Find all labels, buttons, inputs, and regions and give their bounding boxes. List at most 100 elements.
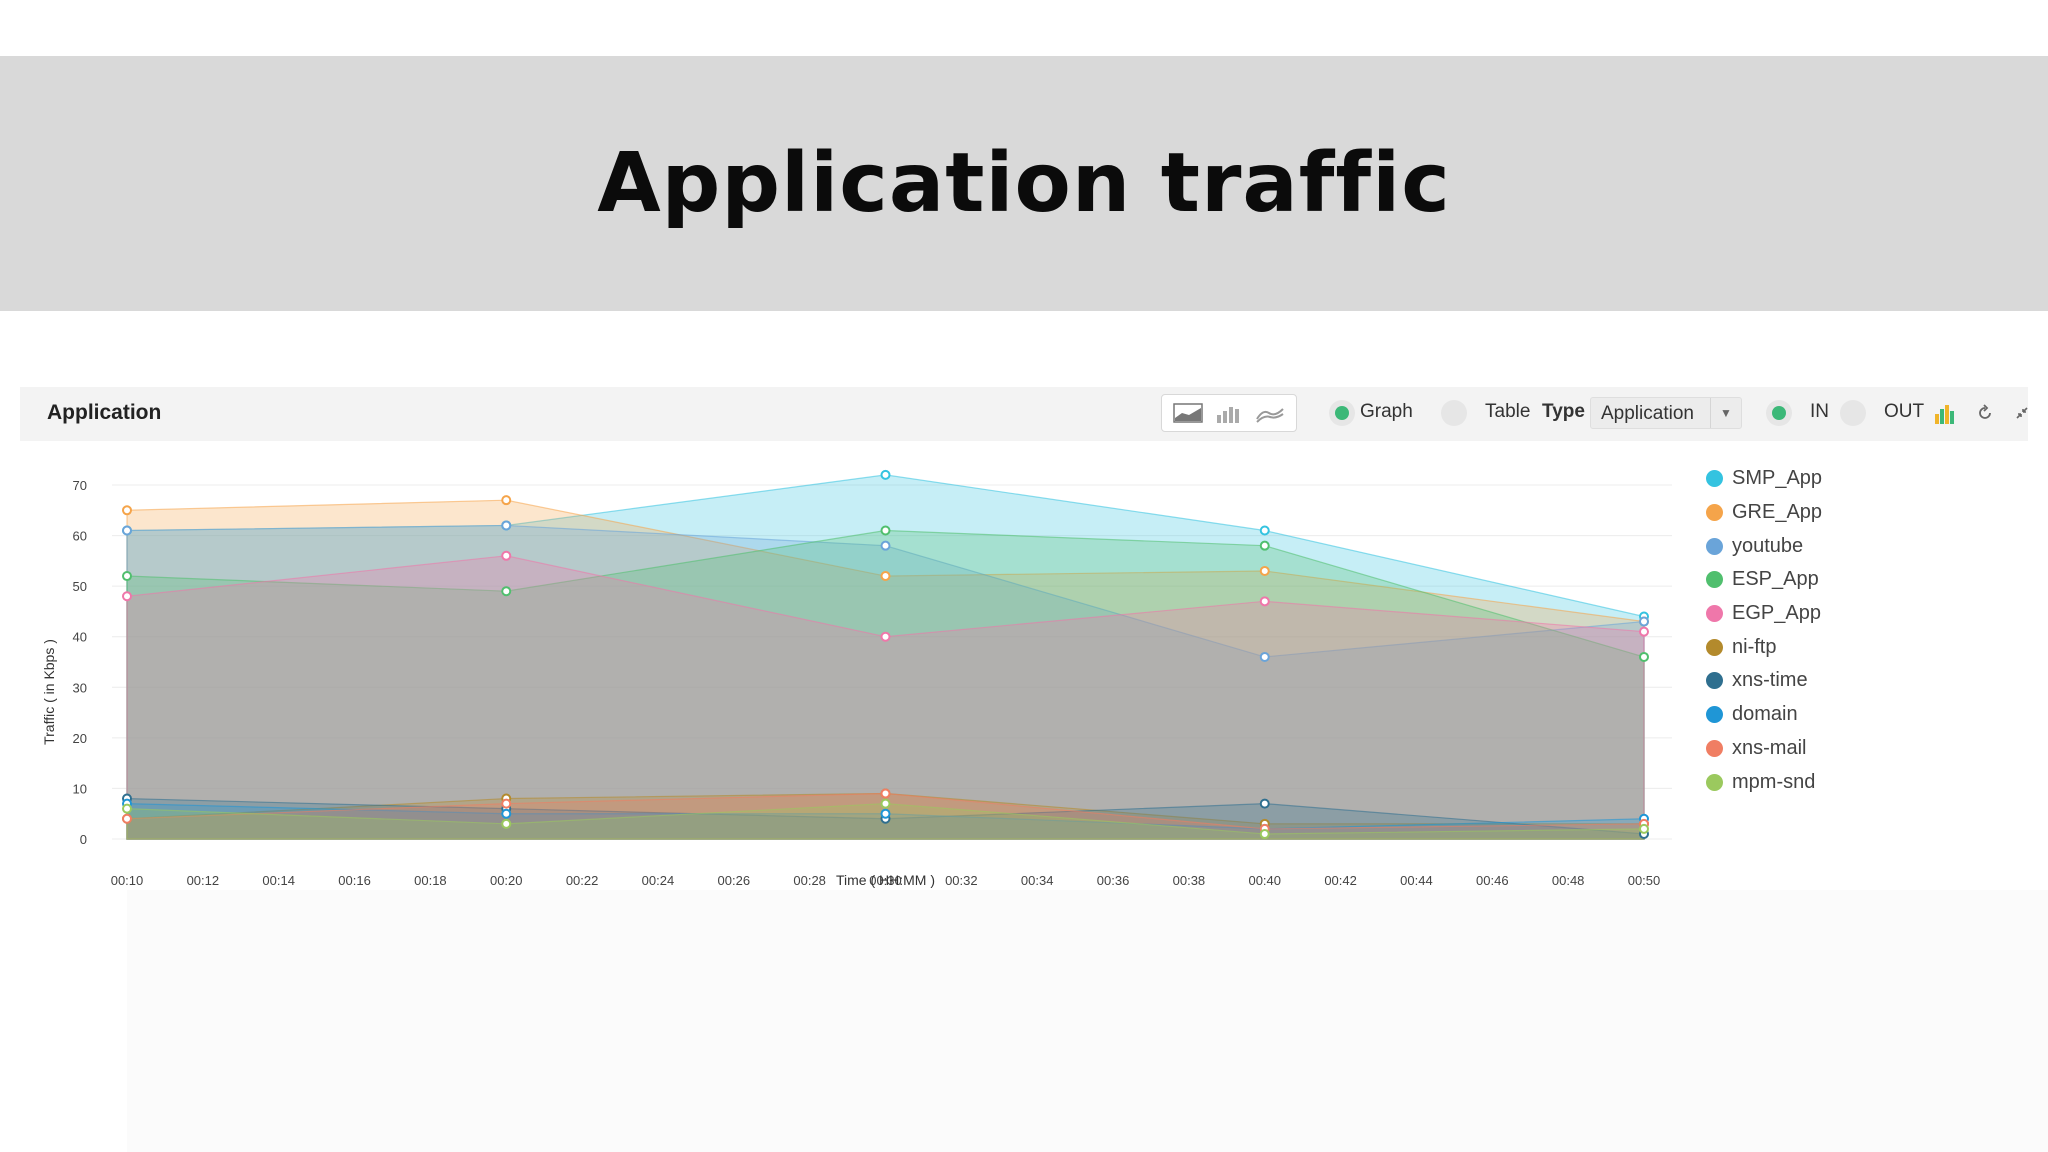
x-tick-label: 00:30	[869, 873, 902, 888]
data-point-EGP_App-00:20[interactable]	[501, 550, 512, 561]
data-point-SMP_App-00:40[interactable]	[1259, 525, 1270, 536]
x-tick-label: 00:36	[1097, 873, 1130, 888]
bar-chart-icon[interactable]	[1212, 401, 1246, 425]
data-point-youtube-00:20[interactable]	[501, 520, 512, 531]
line-chart-icon[interactable]	[1253, 401, 1287, 425]
y-tick-label: 0	[80, 832, 87, 847]
y-tick-label: 20	[73, 731, 87, 746]
table-radio[interactable]	[1441, 400, 1467, 426]
data-point-mpm-snd-00:50[interactable]	[1639, 823, 1649, 834]
data-point-EGP_App-00:10[interactable]	[122, 591, 132, 602]
data-point-mpm-snd-00:30[interactable]	[880, 798, 891, 809]
panel-title: Application	[47, 401, 162, 424]
in-label: IN	[1810, 401, 1829, 422]
data-point-xns-mail-00:10[interactable]	[122, 813, 132, 824]
legend-item-xns-mail[interactable]: xns-mail	[1706, 732, 1822, 766]
legend-swatch	[1706, 706, 1723, 724]
x-tick-label: 00:48	[1552, 873, 1585, 888]
legend-swatch	[1706, 739, 1723, 757]
legend-label: mpm-snd	[1732, 770, 1816, 793]
refresh-icon[interactable]	[1973, 401, 1997, 425]
legend-swatch	[1706, 672, 1723, 690]
data-point-GRE_App-00:20[interactable]	[501, 495, 512, 506]
x-tick-label: 00:24	[642, 873, 675, 888]
data-point-ESP_App-00:40[interactable]	[1259, 540, 1270, 551]
y-axis-ticks: 0 10 20 30 40 50 60 70	[73, 478, 87, 847]
data-point-youtube-00:40[interactable]	[1259, 651, 1270, 662]
legend-item-SMP_App[interactable]: SMP_App	[1706, 462, 1822, 496]
graph-radio[interactable]	[1329, 400, 1355, 426]
x-tick-label: 00:32	[945, 873, 978, 888]
data-point-xns-time-00:40[interactable]	[1259, 798, 1270, 809]
y-tick-label: 10	[73, 781, 87, 796]
data-point-xns-mail-00:30[interactable]	[880, 788, 891, 799]
x-tick-label: 00:12	[187, 873, 220, 888]
legend-swatch	[1706, 605, 1723, 623]
legend-item-xns-time[interactable]: xns-time	[1706, 664, 1822, 698]
legend-item-GRE_App[interactable]: GRE_App	[1706, 496, 1822, 530]
data-point-youtube-00:30[interactable]	[880, 540, 891, 551]
data-point-GRE_App-00:10[interactable]	[122, 505, 132, 516]
data-point-mpm-snd-00:40[interactable]	[1259, 828, 1270, 839]
panel-toolbar: Application Graph Table Type	[20, 387, 2028, 441]
legend-label: EGP_App	[1732, 602, 1821, 625]
data-point-youtube-00:50[interactable]	[1639, 616, 1649, 627]
legend-label: GRE_App	[1732, 501, 1823, 524]
data-point-ESP_App-00:30[interactable]	[880, 525, 891, 536]
legend-swatch	[1706, 638, 1723, 656]
x-tick-label: 00:26	[718, 873, 751, 888]
data-point-ESP_App-00:10[interactable]	[122, 571, 132, 582]
legend-item-ESP_App[interactable]: ESP_App	[1706, 563, 1822, 597]
out-label: OUT	[1884, 401, 1925, 422]
series-area-EGP_App	[126, 555, 1645, 840]
legend-item-youtube[interactable]: youtube	[1706, 529, 1822, 563]
legend-label: ESP_App	[1732, 568, 1819, 591]
page-title: Application traffic	[597, 136, 1451, 231]
data-point-GRE_App-00:40[interactable]	[1259, 565, 1270, 576]
y-tick-label: 30	[73, 680, 87, 695]
x-tick-label: 00:42	[1324, 873, 1357, 888]
data-point-EGP_App-00:30[interactable]	[880, 631, 891, 642]
x-tick-label: 00:14	[262, 873, 295, 888]
data-point-ESP_App-00:50[interactable]	[1639, 651, 1649, 662]
x-tick-label: 00:46	[1476, 873, 1509, 888]
legend-swatch	[1706, 773, 1723, 791]
y-tick-label: 50	[73, 579, 87, 594]
x-tick-label: 00:28	[793, 873, 826, 888]
collapse-icon[interactable]	[2010, 401, 2034, 425]
data-point-domain-00:30[interactable]	[880, 808, 891, 819]
chart-type-switcher	[1161, 394, 1297, 432]
x-tick-label: 00:18	[414, 873, 447, 888]
legend-item-mpm-snd[interactable]: mpm-snd	[1706, 765, 1822, 799]
out-radio[interactable]	[1840, 400, 1866, 426]
data-point-SMP_App-00:30[interactable]	[880, 469, 891, 480]
y-axis-title: Traffic ( in Kbps )	[41, 639, 57, 745]
x-tick-label: 00:16	[338, 873, 371, 888]
data-point-youtube-00:10[interactable]	[122, 525, 132, 536]
data-point-EGP_App-00:40[interactable]	[1259, 596, 1270, 607]
x-tick-label: 00:22	[566, 873, 599, 888]
data-point-domain-00:20[interactable]	[501, 808, 512, 819]
area-chart-icon[interactable]	[1171, 401, 1205, 425]
data-point-ESP_App-00:20[interactable]	[501, 586, 512, 597]
data-point-xns-mail-00:20[interactable]	[501, 798, 512, 809]
in-radio[interactable]	[1766, 400, 1792, 426]
data-point-mpm-snd-00:10[interactable]	[122, 803, 132, 814]
legend-swatch	[1706, 470, 1723, 488]
type-select[interactable]: Application ▼	[1590, 397, 1742, 429]
legend-label: SMP_App	[1732, 467, 1823, 490]
data-point-GRE_App-00:30[interactable]	[880, 571, 891, 582]
bar-chart-icon[interactable]	[1933, 401, 1957, 425]
data-point-EGP_App-00:50[interactable]	[1639, 626, 1649, 637]
legend-label: ni-ftp	[1732, 635, 1777, 658]
type-label: Type	[1542, 401, 1585, 422]
legend-label: xns-mail	[1732, 736, 1807, 759]
type-select-value: Application	[1601, 403, 1694, 424]
x-tick-label: 00:50	[1628, 873, 1661, 888]
data-point-mpm-snd-00:20[interactable]	[501, 818, 512, 829]
legend-item-ni-ftp[interactable]: ni-ftp	[1706, 630, 1822, 664]
y-tick-label: 70	[73, 478, 87, 493]
legend-item-domain[interactable]: domain	[1706, 698, 1822, 732]
legend-item-EGP_App[interactable]: EGP_App	[1706, 597, 1822, 631]
